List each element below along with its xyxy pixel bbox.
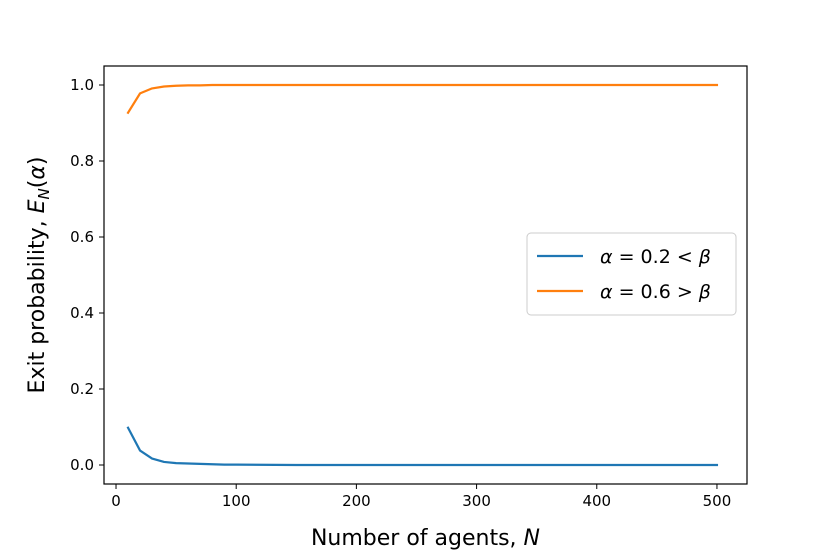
y-tick-label: 0.4 bbox=[70, 304, 94, 322]
series-line-2 bbox=[126, 83, 719, 115]
legend-label-2: α = 0.6 > β bbox=[600, 281, 711, 303]
y-tick-label: 0.0 bbox=[70, 456, 94, 474]
legend: α = 0.2 < β α = 0.6 > β bbox=[526, 232, 737, 316]
x-axis-label: Number of agents, N bbox=[311, 526, 540, 551]
legend-label-1: α = 0.2 < β bbox=[600, 246, 711, 268]
y-tick-label: 1.0 bbox=[70, 76, 94, 94]
y-tick-label: 0.8 bbox=[70, 152, 94, 170]
y-axis-label: Exit probability, EN(α) bbox=[25, 157, 53, 394]
y-tick-label: 0.6 bbox=[70, 228, 94, 246]
x-tick-label: 100 bbox=[222, 492, 251, 510]
series-line-1 bbox=[126, 426, 719, 467]
y-axis-ticks: 0.0 0.2 0.4 0.6 0.8 1.0 bbox=[70, 76, 104, 474]
x-tick-label: 0 bbox=[111, 492, 121, 510]
y-tick-label: 0.2 bbox=[70, 380, 94, 398]
x-tick-label: 400 bbox=[582, 492, 611, 510]
plot-frame bbox=[103, 65, 748, 485]
legend-box bbox=[526, 232, 737, 316]
series-layer bbox=[126, 83, 719, 467]
x-tick-label: 200 bbox=[342, 492, 371, 510]
x-axis-ticks: 0 100 200 300 400 500 bbox=[111, 484, 731, 510]
x-tick-label: 500 bbox=[703, 492, 732, 510]
x-tick-label: 300 bbox=[462, 492, 491, 510]
